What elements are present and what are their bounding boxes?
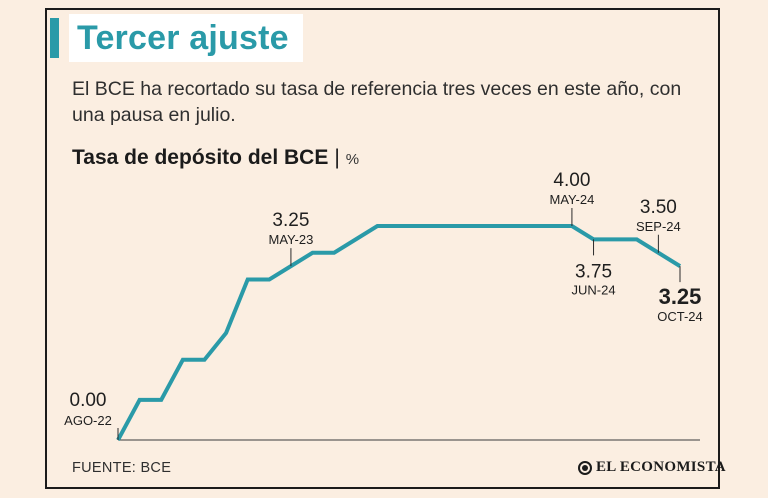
chart-frame — [45, 8, 720, 489]
title-box: Tercer ajuste — [69, 14, 303, 62]
chart-heading-separator: | — [334, 146, 340, 169]
data-label-date: MAY-23 — [269, 232, 314, 247]
chart-title: Tasa de depósito del BCE — [72, 146, 329, 169]
title-accent-bar — [50, 18, 59, 58]
source-note: FUENTE: BCE — [72, 460, 172, 476]
subtitle: El BCE ha recortado su tasa de referenci… — [72, 78, 682, 126]
data-label-value: 0.00 — [70, 390, 107, 411]
data-label-date: SEP-24 — [636, 219, 681, 234]
title-block: Tercer ajuste — [50, 14, 303, 62]
brand-logo: EL ECONOMISTA — [578, 459, 726, 476]
chart-unit: % — [345, 151, 360, 168]
data-label-date: AGO-22 — [64, 413, 112, 428]
chart-layer: 0.00AGO-223.25MAY-234.00MAY-243.75JUN-24… — [64, 170, 703, 441]
data-label-value: 3.75 — [575, 261, 612, 282]
brand-name: EL ECONOMISTA — [596, 459, 726, 475]
brand-mark-icon — [578, 460, 592, 475]
data-label-date: OCT-24 — [657, 309, 703, 324]
page-title: Tercer ajuste — [77, 18, 289, 57]
chart-heading: Tasa de depósito del BCE |% — [72, 146, 359, 170]
data-label-date: JUN-24 — [571, 282, 615, 297]
data-label-value: 3.50 — [640, 197, 677, 218]
series-line — [116, 224, 682, 441]
data-label-value: 3.25 — [659, 284, 702, 309]
data-label-date: MAY-24 — [550, 192, 595, 207]
data-label-value: 4.00 — [553, 170, 590, 191]
data-label-value: 3.25 — [272, 210, 309, 231]
